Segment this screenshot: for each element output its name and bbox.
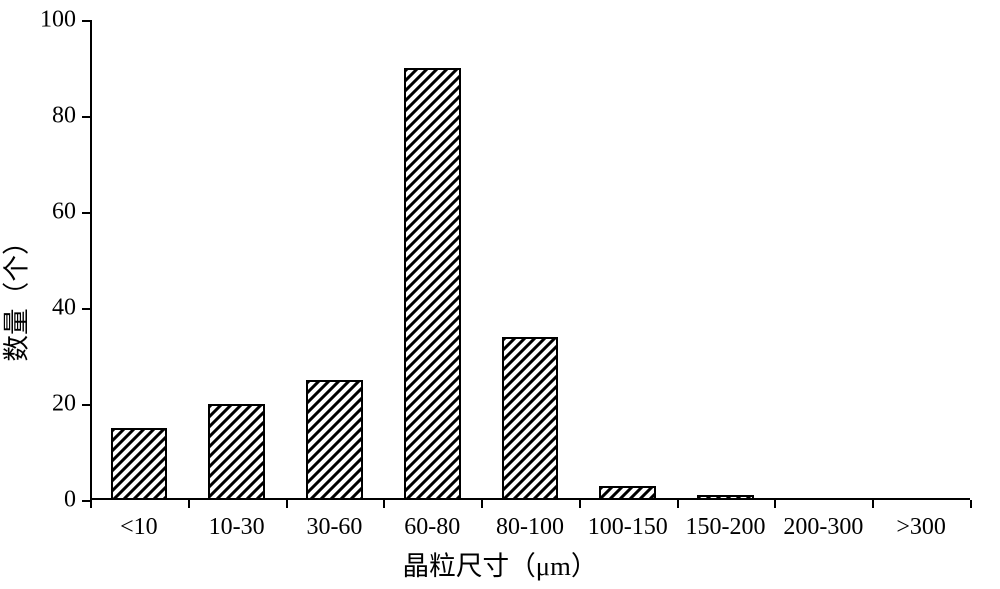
- bar: [306, 380, 363, 500]
- bar: [111, 428, 168, 500]
- x-tick-label: 100-150: [588, 500, 668, 541]
- y-tick-label: 20: [52, 391, 90, 418]
- y-tick-label: 80: [52, 103, 90, 130]
- x-tick: [970, 500, 972, 508]
- x-tick-label: 10-30: [209, 500, 265, 541]
- x-tick: [579, 500, 581, 508]
- x-tick: [774, 500, 776, 508]
- x-tick: [481, 500, 483, 508]
- y-axis-line: [90, 20, 92, 500]
- grain-size-histogram: 数量（个） 020406080100<1010-3030-6060-8080-1…: [0, 0, 1000, 589]
- x-tick: [286, 500, 288, 508]
- x-tick-label: 200-300: [783, 500, 863, 541]
- x-tick-label: 80-100: [496, 500, 564, 541]
- y-tick-label: 40: [52, 295, 90, 322]
- plot-area: 020406080100<1010-3030-6060-8080-100100-…: [90, 20, 970, 500]
- bar: [404, 68, 461, 500]
- y-tick-label: 100: [40, 7, 90, 34]
- y-tick-label: 0: [64, 487, 90, 514]
- bar: [502, 337, 559, 500]
- x-tick-label: >300: [896, 500, 946, 541]
- x-tick: [188, 500, 190, 508]
- x-tick-label: 150-200: [686, 500, 766, 541]
- bar: [697, 495, 754, 500]
- bar: [599, 486, 656, 500]
- x-tick: [677, 500, 679, 508]
- x-tick: [872, 500, 874, 508]
- x-tick-label: <10: [120, 500, 158, 541]
- y-axis-label: 数量（个）: [0, 228, 34, 361]
- x-tick-label: 60-80: [404, 500, 460, 541]
- x-tick-label: 30-60: [306, 500, 362, 541]
- y-tick-label: 60: [52, 199, 90, 226]
- bar: [208, 404, 265, 500]
- x-axis-label: 晶粒尺寸（μm）: [403, 544, 598, 583]
- x-tick: [383, 500, 385, 508]
- x-tick: [90, 500, 92, 508]
